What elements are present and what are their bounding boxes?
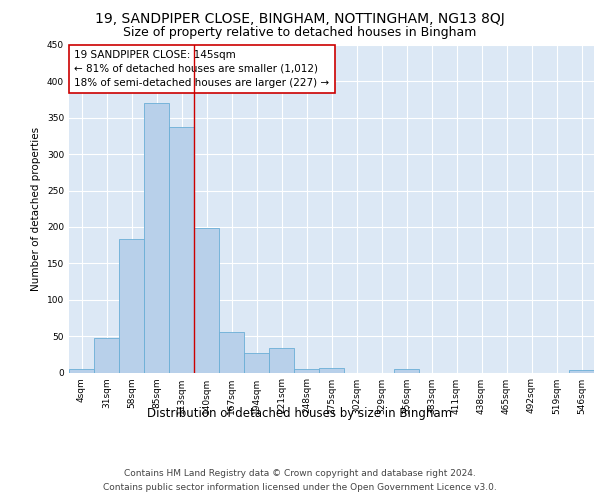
Bar [144,103,169,372]
Bar [319,368,344,372]
Bar [269,348,294,372]
Text: Distribution of detached houses by size in Bingham: Distribution of detached houses by size … [148,408,452,420]
Text: Contains public sector information licensed under the Open Government Licence v3: Contains public sector information licen… [103,482,497,492]
Bar [194,228,219,372]
Text: 19 SANDPIPER CLOSE: 145sqm
← 81% of detached houses are smaller (1,012)
18% of s: 19 SANDPIPER CLOSE: 145sqm ← 81% of deta… [74,50,329,88]
Bar [394,369,419,372]
Bar [169,126,194,372]
Bar [244,353,269,372]
Bar [294,369,319,372]
Y-axis label: Number of detached properties: Number of detached properties [31,126,41,291]
Text: Size of property relative to detached houses in Bingham: Size of property relative to detached ho… [124,26,476,39]
Bar [119,240,144,372]
Text: Contains HM Land Registry data © Crown copyright and database right 2024.: Contains HM Land Registry data © Crown c… [124,469,476,478]
Text: 19, SANDPIPER CLOSE, BINGHAM, NOTTINGHAM, NG13 8QJ: 19, SANDPIPER CLOSE, BINGHAM, NOTTINGHAM… [95,12,505,26]
Bar [569,370,594,372]
Bar [69,369,94,372]
Bar [94,338,119,372]
Bar [219,332,244,372]
